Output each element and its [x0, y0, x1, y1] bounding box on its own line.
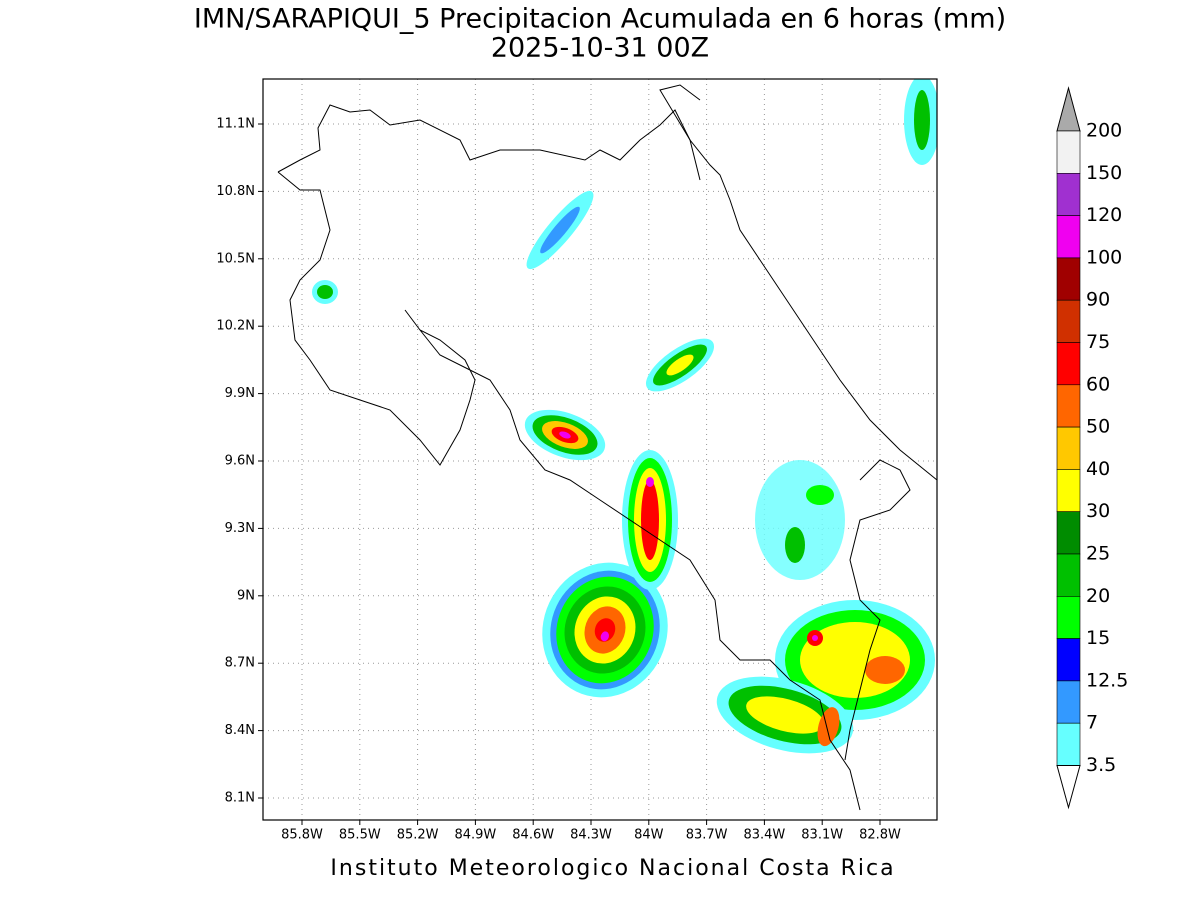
color-bin: [1056, 173, 1081, 216]
rain-cell: [904, 79, 937, 165]
lat-label: 11.1N: [216, 117, 255, 132]
colorbar-label: 3.5: [1086, 754, 1116, 776]
color-bin: [1056, 342, 1081, 386]
colorbar-label: 200: [1086, 120, 1122, 142]
lon-label: 83.4W: [743, 828, 785, 843]
lat-label: 8.7N: [225, 656, 255, 671]
lon-label: 85.8W: [281, 828, 323, 843]
lon-label: 84.6W: [512, 828, 554, 843]
colorbar-label: 100: [1086, 246, 1122, 268]
lat-label: 10.2N: [216, 319, 255, 334]
rain-cell: [312, 280, 338, 304]
lat-label: 10.5N: [216, 251, 255, 266]
color-bin: [1056, 469, 1081, 512]
lon-label: 84.9W: [454, 828, 496, 843]
colorbar: 200 150 120 100 90 75 60 50 40 30 25 20 15 12.5 7 3.5: [1056, 86, 1128, 810]
lon-label: 83.7W: [686, 828, 728, 843]
under-triangle: [1056, 765, 1081, 810]
border: [844, 459, 911, 761]
rain-cell: [542, 562, 668, 698]
rain-cell: [622, 450, 678, 590]
color-bin: [1056, 130, 1081, 174]
coastline: [277, 171, 861, 811]
color-bin: [1056, 426, 1081, 470]
coastline: [277, 104, 937, 481]
lat-label: 8.4N: [225, 723, 255, 738]
over-triangle: [1056, 86, 1081, 132]
lat-label: 9.3N: [225, 521, 255, 536]
color-bin: [1056, 680, 1081, 724]
colorbar-label: 60: [1086, 373, 1110, 395]
precip-field: [277, 79, 937, 811]
color-bin: [1056, 384, 1081, 428]
colorbar-label: 20: [1086, 585, 1110, 607]
lon-label: 83.1W: [801, 828, 843, 843]
coastline: [659, 84, 701, 181]
lon-label: 85.2W: [397, 828, 439, 843]
rain-cell: [524, 409, 606, 461]
color-bin: [1056, 722, 1081, 766]
lat-label: 9N: [237, 588, 255, 603]
colorbar-label: 50: [1086, 416, 1110, 438]
lon-label: 84.3W: [570, 828, 612, 843]
rain-cell: [526, 190, 594, 270]
color-bin: [1056, 595, 1081, 639]
lat-label: 9.6N: [225, 454, 255, 469]
lon-label: 85.5W: [339, 828, 381, 843]
footer: Instituto Meteorologico Nacional Costa R…: [330, 856, 895, 881]
colorbar-label: 75: [1086, 331, 1110, 353]
lat-label: 8.1N: [225, 791, 255, 806]
colorbar-label: 30: [1086, 500, 1110, 522]
colorbar-label: 90: [1086, 289, 1110, 311]
lon-label: 84W: [634, 828, 664, 843]
lon-label: 82.8W: [859, 828, 901, 843]
colorbar-label: 25: [1086, 543, 1110, 565]
colorbar-label: 40: [1086, 458, 1110, 480]
lat-label: 9.9N: [225, 386, 255, 401]
color-bin: [1056, 257, 1081, 301]
rain-cell: [716, 676, 854, 754]
subtitle: 2025-10-31 00Z: [491, 33, 709, 64]
colorbar-label: 15: [1086, 627, 1110, 649]
colorbar-label: 150: [1086, 162, 1122, 184]
colorbar-label: 12.5: [1086, 669, 1128, 691]
title: IMN/SARAPIQUI_5 Precipitacion Acumulada …: [194, 4, 1006, 35]
color-bin: [1056, 215, 1081, 259]
colorbar-label: 120: [1086, 204, 1122, 226]
lat-label: 10.8N: [216, 184, 255, 199]
color-bin: [1056, 299, 1081, 343]
color-bin: [1056, 511, 1081, 555]
rain-cell: [645, 338, 715, 392]
color-bin: [1056, 638, 1081, 682]
map-frame: [262, 78, 938, 821]
colorbar-label: 7: [1086, 712, 1098, 734]
color-bin: [1056, 553, 1081, 597]
rain-cell: [755, 460, 845, 580]
